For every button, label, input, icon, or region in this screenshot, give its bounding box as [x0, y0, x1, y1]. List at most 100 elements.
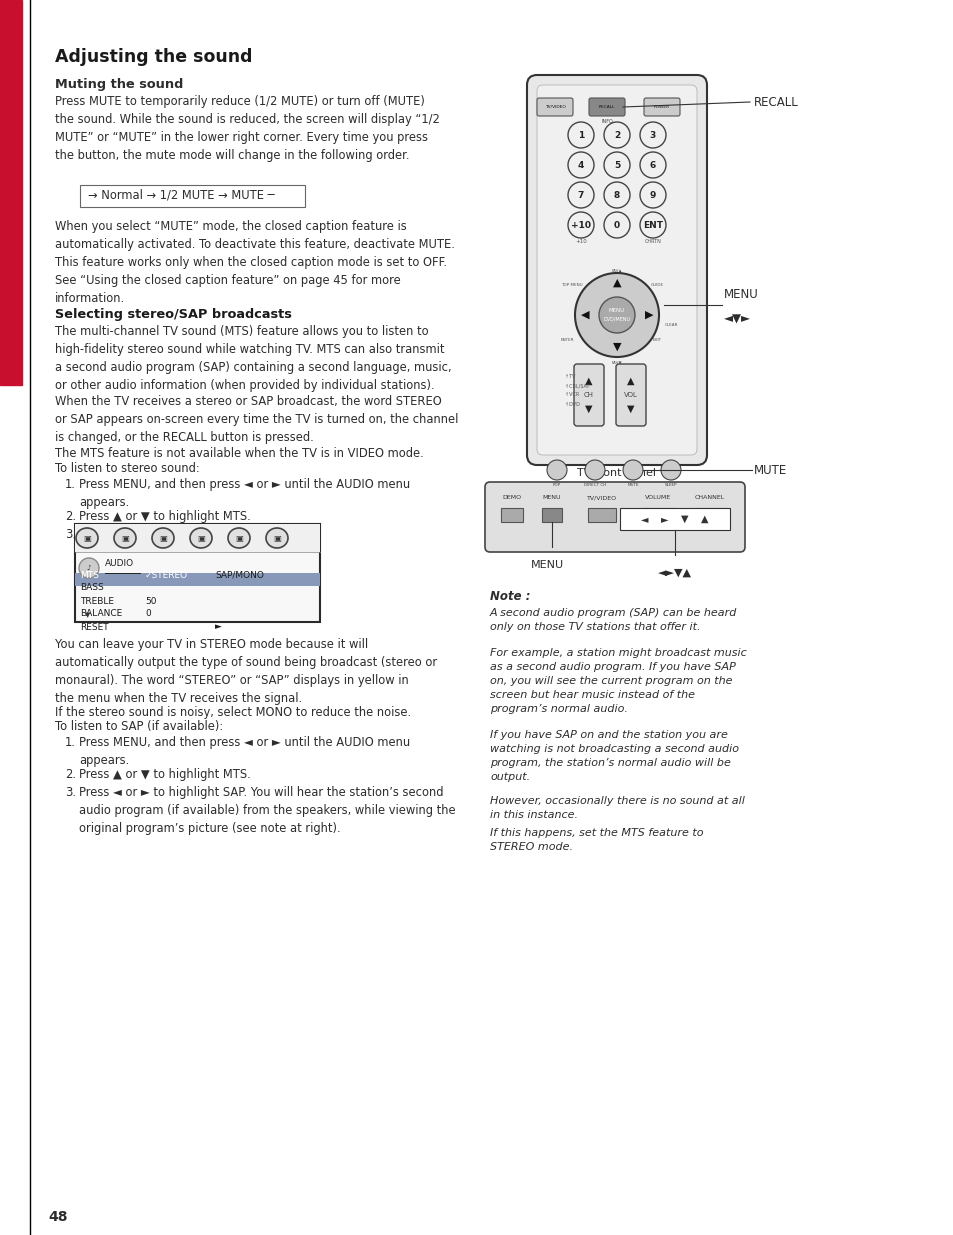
Text: When the TV receives a stereo or SAP broadcast, the word STEREO
or SAP appears o: When the TV receives a stereo or SAP bro…	[55, 395, 457, 445]
Text: To listen to SAP (if available):: To listen to SAP (if available):	[55, 720, 223, 734]
Circle shape	[546, 459, 566, 480]
Circle shape	[660, 459, 680, 480]
Text: When you select “MUTE” mode, the closed caption feature is
automatically activat: When you select “MUTE” mode, the closed …	[55, 220, 455, 305]
Text: 1: 1	[578, 131, 583, 140]
FancyBboxPatch shape	[588, 98, 624, 116]
Circle shape	[639, 152, 665, 178]
Text: +10: +10	[571, 221, 590, 230]
Text: Note :: Note :	[490, 590, 530, 603]
Text: FAV▲: FAV▲	[611, 268, 621, 272]
Text: ▼: ▼	[680, 514, 688, 524]
Text: MUTE: MUTE	[626, 483, 639, 487]
Text: DVD/MENU: DVD/MENU	[603, 316, 630, 321]
Text: 4: 4	[578, 161, 583, 169]
Text: GUIDE: GUIDE	[650, 283, 663, 287]
Circle shape	[603, 152, 629, 178]
Text: ↑CBL/SAT: ↑CBL/SAT	[564, 384, 589, 389]
Text: ENT: ENT	[642, 221, 662, 230]
Text: Press MENU, and then press ◄ or ► until the AUDIO menu
appears.: Press MENU, and then press ◄ or ► until …	[79, 736, 410, 767]
FancyBboxPatch shape	[574, 364, 603, 426]
Text: ↑TV: ↑TV	[564, 374, 575, 379]
Text: ▼: ▼	[584, 404, 592, 414]
Text: 0: 0	[614, 221, 619, 230]
Text: AUDIO: AUDIO	[105, 559, 134, 568]
Text: 1.: 1.	[65, 478, 76, 492]
Bar	[619, 508, 729, 530]
Ellipse shape	[266, 529, 288, 548]
Text: POWER: POWER	[653, 105, 669, 109]
Text: BALANCE: BALANCE	[80, 610, 122, 619]
Text: If the stereo sound is noisy, select MONO to reduce the noise.: If the stereo sound is noisy, select MON…	[55, 706, 411, 719]
Bar	[500, 508, 522, 522]
Text: Selecting stereo/SAP broadcasts: Selecting stereo/SAP broadcasts	[55, 308, 292, 321]
Text: TV front panel: TV front panel	[577, 468, 656, 478]
Text: TV/VIDEO: TV/VIDEO	[544, 105, 565, 109]
Text: ▼: ▼	[85, 613, 91, 618]
Ellipse shape	[190, 529, 212, 548]
Text: SLEEP: SLEEP	[664, 483, 677, 487]
Bar	[75, 524, 319, 622]
Text: ▼: ▼	[626, 404, 634, 414]
Text: ♪: ♪	[87, 564, 91, 571]
Text: MENU: MENU	[723, 288, 758, 301]
FancyBboxPatch shape	[537, 85, 697, 454]
Circle shape	[575, 273, 659, 357]
Text: ▲: ▲	[584, 375, 592, 387]
Text: Press ◄ or ► to highlight STEREO.: Press ◄ or ► to highlight STEREO.	[79, 529, 272, 541]
Text: RESET: RESET	[80, 622, 109, 631]
Text: FAV▼: FAV▼	[611, 361, 621, 366]
Text: 50: 50	[145, 597, 156, 605]
Text: 2: 2	[613, 131, 619, 140]
Text: 3.: 3.	[65, 785, 76, 799]
Text: Press MENU, and then press ◄ or ► until the AUDIO menu
appears.: Press MENU, and then press ◄ or ► until …	[79, 478, 410, 509]
Text: Press ▲ or ▼ to highlight MTS.: Press ▲ or ▼ to highlight MTS.	[79, 510, 251, 522]
Text: For example, a station might broadcast music
as a second audio program. If you h: For example, a station might broadcast m…	[490, 648, 746, 714]
Text: TOP MENU: TOP MENU	[560, 283, 582, 287]
Text: ◀: ◀	[580, 310, 589, 320]
Circle shape	[639, 182, 665, 207]
Text: Press ▲ or ▼ to highlight MTS.: Press ▲ or ▼ to highlight MTS.	[79, 768, 251, 781]
Text: TREBLE: TREBLE	[80, 597, 113, 605]
Circle shape	[567, 152, 594, 178]
Text: 2.: 2.	[65, 510, 76, 522]
Text: ▣: ▣	[83, 534, 91, 542]
Text: You can leave your TV in STEREO mode because it will
automatically output the ty: You can leave your TV in STEREO mode bec…	[55, 638, 436, 705]
Text: 0: 0	[145, 610, 151, 619]
Ellipse shape	[76, 529, 98, 548]
Circle shape	[639, 212, 665, 238]
Text: 3.: 3.	[65, 529, 76, 541]
Text: MUTE: MUTE	[753, 463, 786, 477]
FancyBboxPatch shape	[484, 482, 744, 552]
Text: ✓STEREO: ✓STEREO	[145, 571, 188, 579]
Text: ◄▼►: ◄▼►	[723, 312, 750, 326]
Circle shape	[639, 122, 665, 148]
Bar	[75, 524, 319, 552]
Text: +10: +10	[575, 240, 586, 245]
Text: If this happens, set the MTS feature to
STEREO mode.: If this happens, set the MTS feature to …	[490, 827, 702, 852]
Text: Muting the sound: Muting the sound	[55, 78, 183, 91]
Text: A second audio program (SAP) can be heard
only on those TV stations that offer i: A second audio program (SAP) can be hear…	[490, 608, 737, 632]
Bar	[0, 0, 22, 385]
Text: 5: 5	[613, 161, 619, 169]
Bar	[80, 185, 305, 207]
Text: ↑DVD: ↑DVD	[564, 401, 579, 406]
Text: The multi-channel TV sound (MTS) feature allows you to listen to
high-fidelity s: The multi-channel TV sound (MTS) feature…	[55, 325, 451, 391]
Text: BASS: BASS	[80, 583, 104, 593]
Text: ENTER: ENTER	[559, 338, 573, 342]
Text: Adjusting the sound: Adjusting the sound	[55, 48, 253, 65]
Circle shape	[603, 122, 629, 148]
Text: ▣: ▣	[159, 534, 167, 542]
Text: CHRTN: CHRTN	[644, 240, 660, 245]
Bar	[693, 508, 725, 522]
Text: ▣: ▣	[234, 534, 243, 542]
Text: However, occasionally there is no sound at all
in this instance.: However, occasionally there is no sound …	[490, 797, 744, 820]
Text: ▲: ▲	[626, 375, 634, 387]
Ellipse shape	[228, 529, 250, 548]
Text: 6: 6	[649, 161, 656, 169]
Text: 9: 9	[649, 190, 656, 200]
Circle shape	[567, 212, 594, 238]
Text: ◄: ◄	[640, 514, 648, 524]
Text: To listen to stereo sound:: To listen to stereo sound:	[55, 462, 199, 475]
Ellipse shape	[152, 529, 173, 548]
Text: 1.: 1.	[65, 736, 76, 748]
